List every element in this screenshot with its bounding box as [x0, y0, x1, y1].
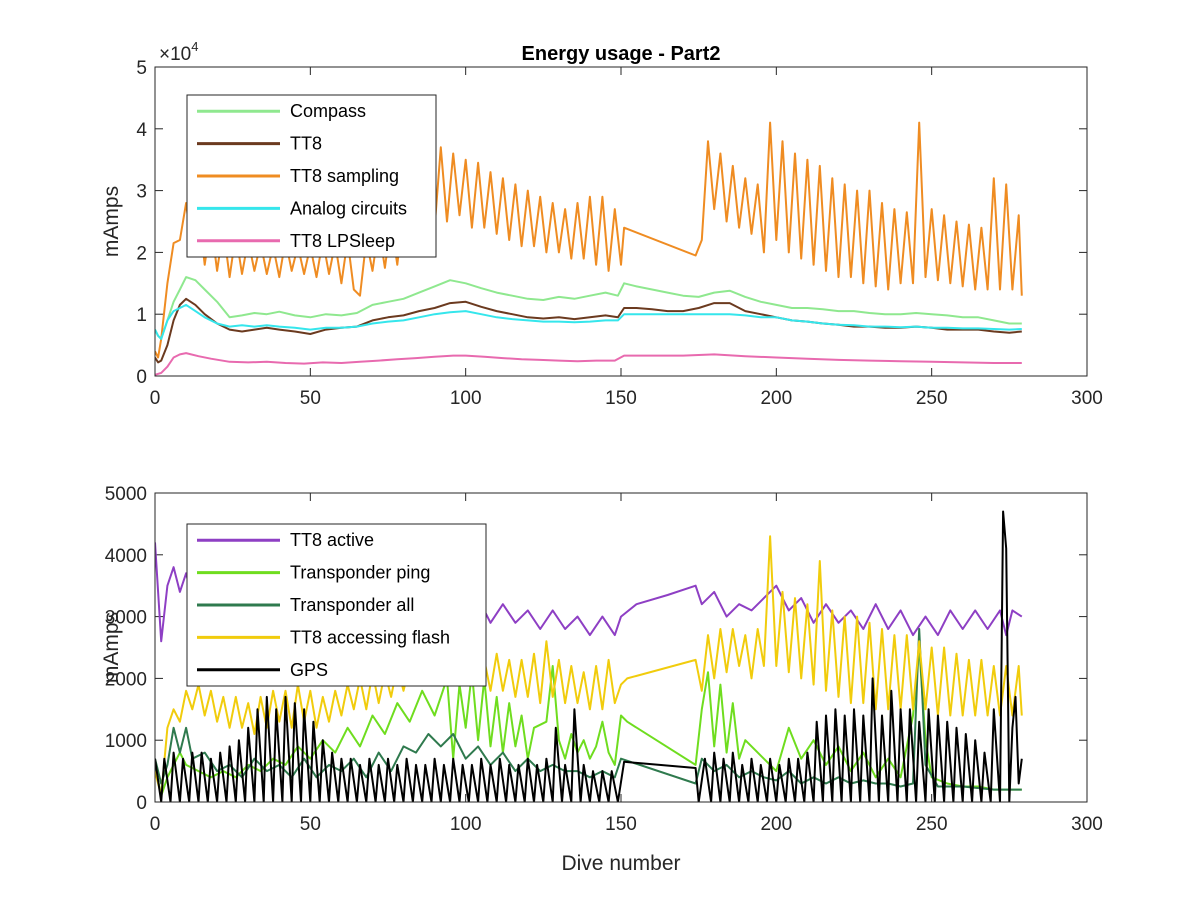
chart2-ylabel: mAmps [100, 612, 123, 683]
chart1-ylabel: mAmps [100, 186, 123, 257]
chart2-ytick-label: 5000 [105, 484, 147, 505]
chart1-legend-label-analog-circuits: Analog circuits [290, 198, 407, 218]
chart1-legend-label-tt8: TT8 [290, 134, 322, 154]
chart2-plot-border [154, 492, 1088, 803]
chart2-series-line-gps [155, 510, 1023, 802]
chart1-y-exponent-power: 4 [191, 39, 198, 54]
chart2-series-group [155, 510, 1023, 802]
chart1-xtick-label: 0 [150, 388, 161, 409]
chart2-ytick-label: 0 [136, 793, 147, 814]
chart1-legend-label-tt8-sampling: TT8 sampling [290, 166, 399, 186]
chart2-legend-label-tt8-accessing-flash: TT8 accessing flash [290, 627, 450, 647]
chart1-legend-label-compass: Compass [290, 101, 366, 121]
chart2-legend: TT8 active Transponder ping Transponder al… [186, 523, 487, 687]
chart1-xtick-label: 300 [1071, 388, 1103, 409]
chart2-legend-label-gps: GPS [290, 660, 328, 680]
chart1-ytick-label: 4 [136, 120, 147, 141]
chart2-xtick-label: 300 [1071, 814, 1103, 835]
chart2-ytick-label: 3000 [105, 608, 147, 629]
chart2-legend-label-tt8-active: TT8 active [290, 530, 374, 550]
chart1-ytick-label: 1 [136, 305, 147, 326]
chart1-series-line-tt8-lpsleep [155, 352, 1022, 376]
chart2-xtick-label: 100 [450, 814, 482, 835]
chart2-ytick-label: 1000 [105, 731, 147, 752]
chart2-ytick-label: 4000 [105, 546, 147, 567]
chart1-series-line-analog-circuits [155, 303, 1022, 340]
chart1-ytick-label: 0 [136, 367, 147, 388]
chart1-plot-border [154, 66, 1088, 377]
chart1-series-line-compass [155, 276, 1022, 340]
chart2-xlabel: Dive number [561, 852, 680, 875]
chart2-group: 0 50 100 150 200 250 300010002000300040005000m… [100, 484, 1103, 875]
chart2-legend-label-transponder-all: Transponder all [290, 595, 414, 615]
chart2-xtick-label: 0 [150, 814, 161, 835]
chart2-series-line-tt8-accessing-flash [155, 535, 1023, 797]
chart1-xtick-label: 100 [450, 388, 482, 409]
chart1-title: Energy usage - Part2 [522, 43, 721, 65]
chart1-xtick-label: 250 [916, 388, 948, 409]
chart1-ytick-label: 5 [136, 58, 147, 79]
chart2-xtick-label: 250 [916, 814, 948, 835]
chart1-ytick-label: 2 [136, 243, 147, 264]
chart1-ytick-label: 3 [136, 182, 147, 203]
chart2-xtick-label: 200 [760, 814, 792, 835]
chart1-legend-label-tt8-lpsleep: TT8 LPSleep [290, 231, 395, 251]
chart1-xtick-label: 200 [760, 388, 792, 409]
chart2-ytick-label: 2000 [105, 669, 147, 690]
chart1-xtick-label: 50 [300, 388, 321, 409]
chart2-xtick-label: 150 [605, 814, 637, 835]
chart1-xtick-label: 150 [605, 388, 637, 409]
chart2-legend-label-transponder-ping: Transponder ping [290, 563, 430, 583]
chart1-legend: Compass TT8 TT8 sampling Analog circuits TT8… [186, 94, 437, 258]
chart2-xtick-label: 50 [300, 814, 321, 835]
